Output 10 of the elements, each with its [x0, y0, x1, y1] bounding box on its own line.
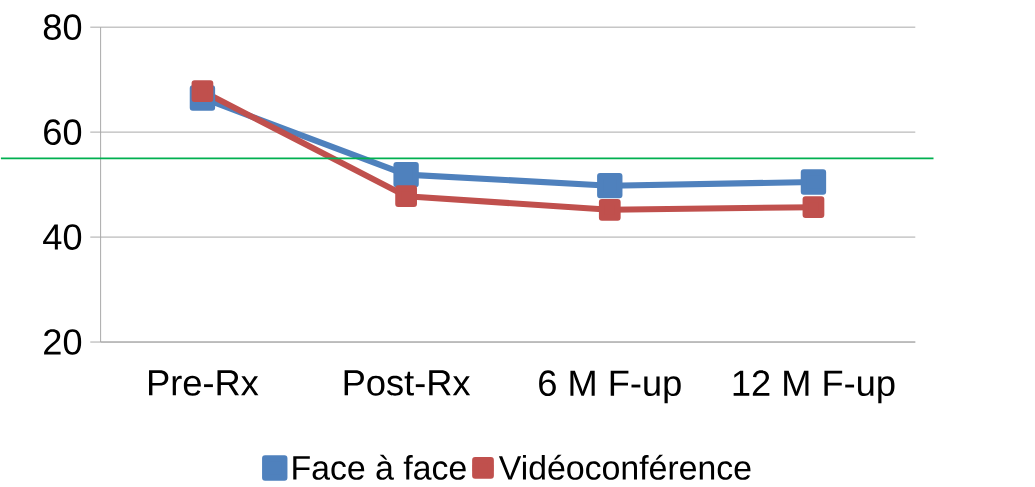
legend-label: Vidéoconférence — [498, 454, 751, 480]
x-tick-label: Post-Rx — [344, 370, 471, 396]
y-tick-label: 60 — [44, 119, 82, 146]
y-tick-label: 40 — [43, 224, 82, 251]
x-tick-label: Pre-Rx — [149, 370, 259, 396]
x-tick-label: 6 M F-up — [539, 370, 681, 404]
legend-label: Face à face — [293, 454, 466, 480]
x-tick-label: 12 M F-up — [733, 370, 895, 404]
y-tick-label: 80 — [43, 14, 82, 41]
y-tick-label: 20 — [44, 329, 82, 355]
